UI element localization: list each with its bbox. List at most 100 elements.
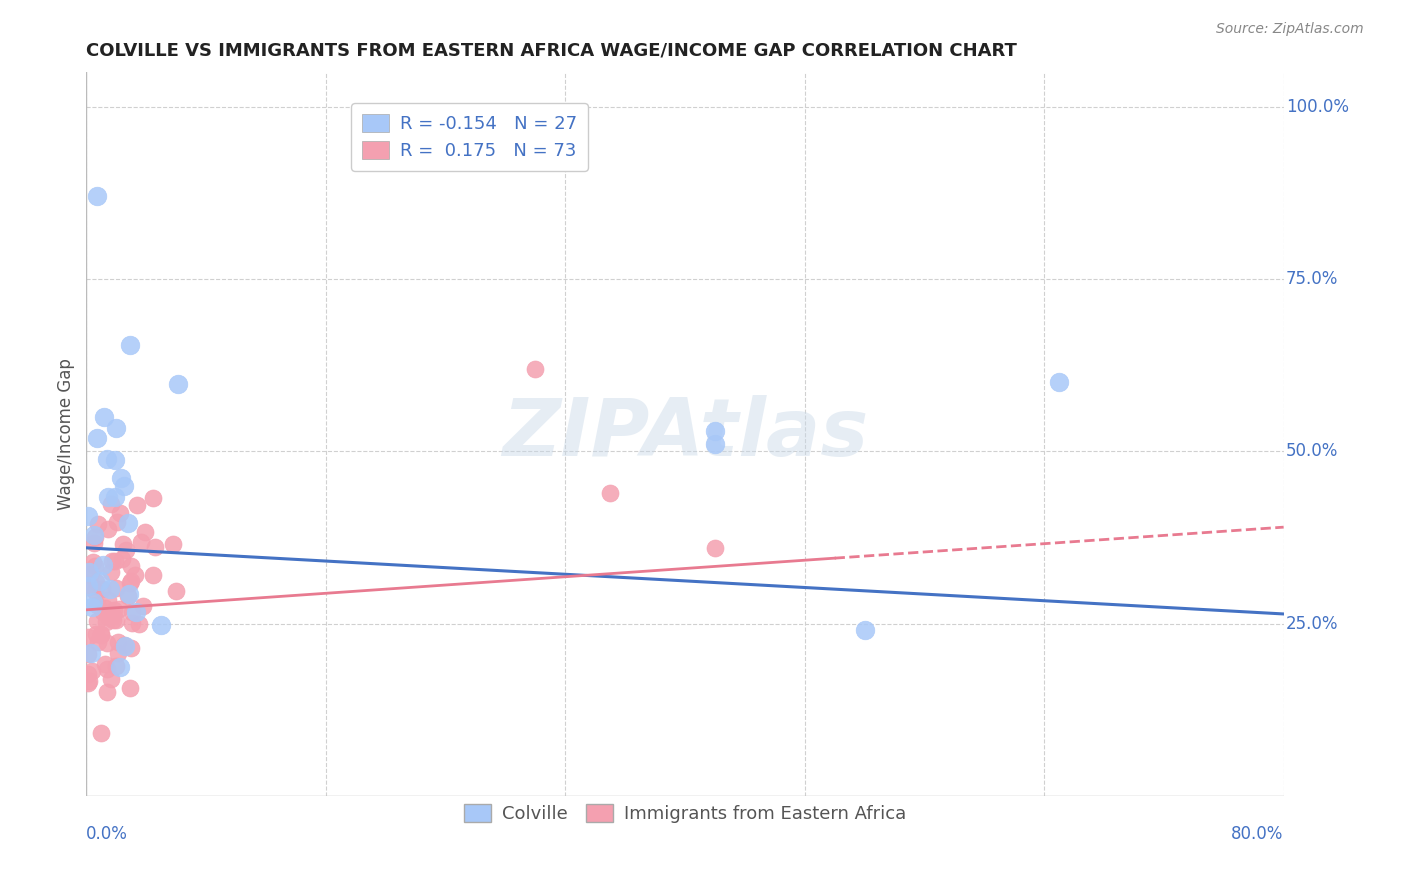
Point: [167, 376, 190, 391]
Text: 25.0%: 25.0%: [1286, 615, 1339, 632]
Point: [703, 541, 725, 555]
Point: [143, 540, 166, 554]
Point: [115, 542, 138, 557]
Point: [104, 490, 127, 504]
Point: [165, 584, 187, 599]
Point: [112, 638, 135, 652]
Point: [82, 595, 104, 609]
Point: [80, 579, 103, 593]
Point: [162, 537, 184, 551]
Point: [110, 506, 132, 520]
Point: [128, 617, 150, 632]
Point: [112, 537, 135, 551]
Point: [84, 530, 107, 544]
Point: [96, 451, 118, 466]
Point: [94, 657, 117, 671]
Point: [103, 603, 125, 617]
Point: [83, 528, 105, 542]
Point: [97, 592, 120, 607]
Point: [853, 624, 876, 638]
Point: [77, 565, 100, 579]
Point: [120, 576, 142, 591]
Point: [129, 535, 152, 549]
Point: [121, 616, 143, 631]
Point: [98, 582, 121, 596]
Point: [76, 666, 98, 681]
Point: [703, 437, 725, 451]
Point: [120, 640, 142, 655]
Point: [114, 640, 136, 654]
Point: [524, 361, 547, 376]
Point: [76, 509, 98, 524]
Point: [86, 598, 108, 612]
Point: [77, 673, 100, 688]
Point: [599, 485, 621, 500]
Point: [96, 635, 118, 649]
Legend: Colville, Immigrants from Eastern Africa: Colville, Immigrants from Eastern Africa: [457, 797, 912, 830]
Text: 100.0%: 100.0%: [1286, 98, 1348, 116]
Point: [90, 628, 112, 642]
Point: [142, 491, 165, 506]
Point: [120, 559, 142, 574]
Point: [117, 589, 139, 603]
Point: [120, 681, 142, 695]
Text: 75.0%: 75.0%: [1286, 270, 1339, 288]
Y-axis label: Wage/Income Gap: Wage/Income Gap: [58, 359, 75, 510]
Point: [100, 566, 122, 580]
Point: [87, 635, 110, 649]
Point: [104, 659, 127, 673]
Point: [108, 660, 131, 674]
Point: [84, 559, 107, 574]
Point: [120, 574, 142, 588]
Text: COLVILLE VS IMMIGRANTS FROM EASTERN AFRICA WAGE/INCOME GAP CORRELATION CHART: COLVILLE VS IMMIGRANTS FROM EASTERN AFRI…: [86, 42, 1017, 60]
Point: [91, 558, 114, 572]
Point: [100, 672, 122, 686]
Point: [90, 627, 112, 641]
Point: [96, 662, 118, 676]
Text: ZIPAtlas: ZIPAtlas: [502, 395, 868, 473]
Point: [101, 607, 124, 622]
Point: [94, 615, 117, 629]
Point: [703, 424, 725, 438]
Point: [84, 575, 107, 590]
Point: [101, 613, 124, 627]
Point: [125, 605, 148, 619]
Point: [97, 490, 120, 504]
Point: [120, 337, 142, 351]
Point: [76, 676, 98, 690]
Point: [1047, 376, 1070, 390]
Point: [86, 431, 108, 445]
Text: 50.0%: 50.0%: [1286, 442, 1339, 460]
Text: 80.0%: 80.0%: [1232, 825, 1284, 843]
Point: [150, 618, 173, 632]
Point: [82, 555, 104, 569]
Point: [142, 567, 165, 582]
Point: [91, 605, 114, 619]
Point: [124, 568, 146, 582]
Point: [96, 685, 118, 699]
Point: [121, 605, 143, 619]
Point: [100, 497, 122, 511]
Point: [112, 479, 135, 493]
Point: [86, 189, 108, 203]
Point: [117, 516, 139, 530]
Point: [84, 626, 107, 640]
Point: [105, 421, 128, 435]
Point: [84, 583, 107, 598]
Point: [101, 554, 124, 568]
Point: [104, 554, 127, 568]
Point: [104, 453, 127, 467]
Point: [132, 599, 155, 613]
Point: [80, 646, 103, 660]
Point: [80, 567, 103, 582]
Point: [134, 524, 156, 539]
Point: [107, 646, 129, 660]
Point: [93, 601, 115, 615]
Point: [79, 568, 101, 582]
Point: [83, 536, 105, 550]
Point: [77, 647, 100, 661]
Point: [105, 581, 128, 595]
Text: 0.0%: 0.0%: [86, 825, 128, 843]
Point: [76, 579, 98, 593]
Point: [97, 522, 120, 536]
